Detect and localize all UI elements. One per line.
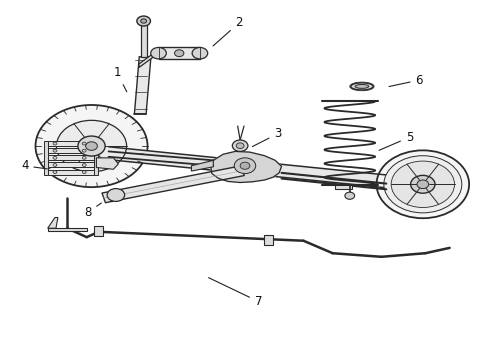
Polygon shape xyxy=(109,147,401,189)
Ellipse shape xyxy=(192,48,208,59)
Circle shape xyxy=(107,189,124,202)
Circle shape xyxy=(240,162,250,169)
Text: 1: 1 xyxy=(114,66,127,92)
Bar xyxy=(48,141,94,146)
Text: 3: 3 xyxy=(252,127,282,147)
Circle shape xyxy=(35,105,147,187)
Circle shape xyxy=(82,163,86,166)
Circle shape xyxy=(82,171,86,174)
Polygon shape xyxy=(134,57,151,114)
Ellipse shape xyxy=(351,83,373,90)
Circle shape xyxy=(82,149,86,152)
Polygon shape xyxy=(211,152,282,183)
Circle shape xyxy=(236,143,244,149)
Bar xyxy=(265,235,273,245)
Bar xyxy=(48,156,94,160)
Circle shape xyxy=(86,142,98,150)
Circle shape xyxy=(417,180,429,189)
Bar xyxy=(48,148,94,153)
Bar xyxy=(94,141,98,175)
Circle shape xyxy=(53,163,57,166)
Text: 2: 2 xyxy=(213,17,243,46)
Bar xyxy=(44,141,48,175)
Circle shape xyxy=(53,157,57,159)
Ellipse shape xyxy=(174,50,184,57)
Bar xyxy=(48,162,94,167)
Circle shape xyxy=(82,142,86,145)
Circle shape xyxy=(234,158,256,174)
Circle shape xyxy=(137,16,150,26)
Ellipse shape xyxy=(355,85,369,88)
Text: 5: 5 xyxy=(379,131,413,150)
Text: 7: 7 xyxy=(209,278,262,308)
Circle shape xyxy=(78,136,105,156)
Circle shape xyxy=(384,156,462,213)
Circle shape xyxy=(82,157,86,159)
Polygon shape xyxy=(102,166,245,203)
Circle shape xyxy=(376,150,469,218)
Circle shape xyxy=(232,140,248,152)
Polygon shape xyxy=(48,217,58,228)
Circle shape xyxy=(56,120,126,172)
Circle shape xyxy=(345,192,355,199)
Polygon shape xyxy=(192,160,213,171)
Polygon shape xyxy=(335,184,352,189)
Bar xyxy=(94,226,103,237)
Text: 6: 6 xyxy=(389,73,423,86)
Circle shape xyxy=(391,161,455,207)
Polygon shape xyxy=(48,228,87,231)
Circle shape xyxy=(53,142,57,145)
Polygon shape xyxy=(139,51,156,67)
Polygon shape xyxy=(141,21,147,57)
Circle shape xyxy=(411,175,435,193)
Circle shape xyxy=(53,171,57,174)
Text: 4: 4 xyxy=(21,159,48,172)
Bar xyxy=(48,170,94,175)
Circle shape xyxy=(141,19,147,23)
Text: 8: 8 xyxy=(84,203,101,219)
Bar xyxy=(159,48,200,59)
Polygon shape xyxy=(97,158,118,169)
Circle shape xyxy=(53,149,57,152)
Ellipse shape xyxy=(151,48,166,59)
